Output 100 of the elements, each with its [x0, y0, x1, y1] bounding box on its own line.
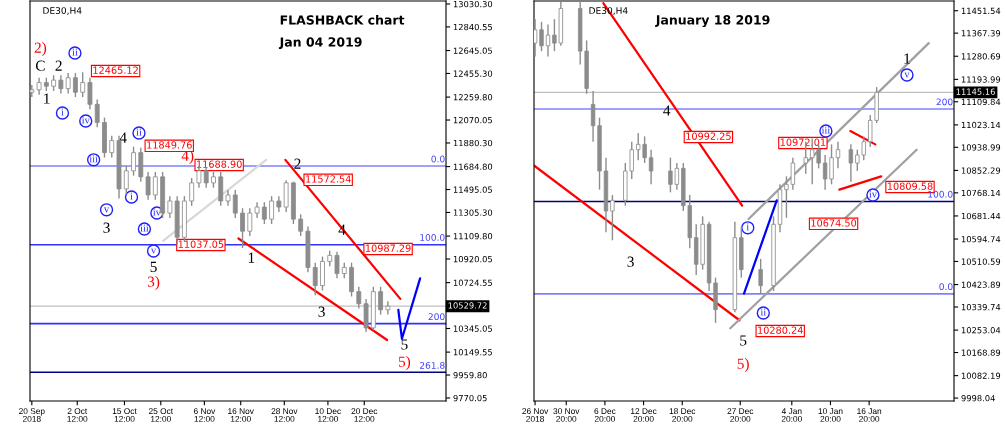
- y-tick-label: 9770.05: [453, 394, 487, 402]
- candlestick: [189, 177, 195, 207]
- annotation: 261.8: [419, 362, 445, 369]
- candlestick: [109, 135, 115, 159]
- annotation: 1: [248, 252, 255, 263]
- candlestick: [65, 72, 71, 95]
- x-tick-label: 6 Nov 12:00: [193, 408, 216, 422]
- y-tick-label: 10510.59: [961, 258, 1001, 265]
- annotation: iii: [821, 126, 831, 134]
- annotation: 2): [34, 42, 47, 56]
- y-tick-label: 11451.54: [961, 7, 1001, 14]
- annotation: 5): [398, 356, 411, 370]
- annotation: iv: [153, 208, 161, 216]
- y-tick-label: 10920.05: [453, 255, 492, 263]
- x-tick-label: 18 Dec 20:00: [669, 408, 696, 422]
- candlestick: [378, 286, 384, 316]
- x-tick-label: 16 Nov 12:00: [228, 408, 254, 422]
- annotation: v: [904, 72, 910, 78]
- candlestick: [848, 143, 854, 183]
- annotation: 200: [936, 98, 953, 106]
- x-tick-label: 25 Oct 12:00: [148, 408, 174, 422]
- y-tick-label: 11023.14: [961, 121, 1001, 129]
- annotation: 3: [627, 256, 634, 267]
- y-tick-label: 12259.80: [453, 94, 493, 101]
- text: FLASHBACK chart: [280, 15, 405, 25]
- annotation: 4: [663, 105, 671, 116]
- annotation: 11688.90: [197, 160, 242, 168]
- y-tick-label: 11280.69: [961, 53, 1001, 60]
- y-tick-label: 11193.99: [961, 76, 1001, 83]
- candlestick: [385, 300, 391, 316]
- candlestick: [835, 141, 841, 170]
- annotation: 0.0: [431, 155, 445, 163]
- annotation: 10674.50: [811, 219, 857, 227]
- y-tick-label: 9959.80: [453, 372, 487, 379]
- annotation: 1: [904, 53, 910, 64]
- annotation: 2: [294, 158, 301, 169]
- x-tick-label: 15 Oct 12:00: [112, 408, 137, 422]
- annotation: i: [61, 108, 64, 116]
- candlestick: [334, 251, 340, 280]
- x-tick-label: 27 Dec 20:00: [727, 408, 754, 422]
- annotation: 5): [737, 358, 749, 372]
- annotation: ii: [72, 48, 78, 56]
- x-tick-label: 28 Nov 12:00: [271, 408, 298, 422]
- y-tick-label: 11109.84: [961, 98, 1001, 106]
- annotation: 100.0: [928, 190, 953, 198]
- candlestick: [240, 207, 245, 249]
- annotation: 10987.29: [365, 244, 411, 252]
- candlestick: [80, 71, 86, 98]
- y-tick-label: 11305.30: [453, 209, 493, 216]
- x-tick-label: 26 Nov 2018: [522, 408, 549, 422]
- candlestick: [203, 166, 209, 189]
- y-tick-label: 10253.04: [961, 327, 1001, 334]
- annotation: 5: [150, 261, 157, 273]
- annotation: ii: [760, 308, 767, 316]
- annotation: 11037.05: [178, 240, 224, 248]
- x-tick-label: 30 Nov 20:00: [553, 408, 580, 422]
- annotation: 3: [318, 306, 325, 317]
- annotation: 10992.25: [686, 132, 731, 140]
- annotation: iii: [89, 155, 98, 163]
- x-tick-label: 6 Dec 20:00: [594, 408, 616, 422]
- candlestick: [73, 72, 78, 98]
- y-tick-label: 11495.05: [453, 186, 492, 193]
- y-tick-label: 10168.89: [961, 349, 1001, 356]
- annotation: 3): [147, 276, 160, 290]
- y-tick-label: 10082.19: [961, 372, 1001, 379]
- y-tick-label: 12070.05: [453, 117, 492, 124]
- annotation: 0.0: [939, 283, 953, 291]
- candlestick: [87, 77, 93, 110]
- annotation: i: [130, 192, 133, 200]
- candlestick: [298, 213, 304, 237]
- x-tick-label: 4 Jan 20:00: [781, 408, 802, 422]
- x-tick-label: 20 Sep 2018: [19, 408, 45, 422]
- candlestick: [261, 201, 267, 225]
- candlestick: [145, 171, 151, 201]
- annotation: iv: [869, 190, 877, 198]
- annotation: v: [150, 248, 157, 254]
- y-tick-label: 12455.30: [453, 70, 493, 77]
- ref-line-label: 10529.72: [448, 302, 487, 309]
- candlestick: [539, 21, 544, 52]
- annotation: i: [746, 223, 750, 231]
- candlestick: [247, 207, 253, 237]
- annotation: DE30,H4: [43, 7, 82, 15]
- y-tick-label: 10345.05: [453, 325, 492, 332]
- candlestick: [269, 195, 275, 225]
- candlestick: [152, 171, 158, 201]
- annotation: 4: [119, 132, 127, 143]
- x-tick-label: 16 Jan 20:00: [857, 408, 882, 422]
- x-tick-label: 12 Dec 20:00: [631, 408, 657, 422]
- y-tick-label: 10339.74: [961, 303, 1001, 311]
- y-tick-label: 10149.55: [453, 349, 492, 356]
- y-tick-label: 10938.99: [961, 144, 1001, 151]
- y-tick-label: 10724.55: [453, 279, 492, 286]
- annotation: C: [35, 60, 45, 71]
- y-tick-label: 9998.04: [961, 395, 995, 402]
- annotation: 11849.76: [147, 141, 192, 149]
- x-tick-label: 10 Dec 12:00: [315, 408, 341, 422]
- candlestick: [356, 286, 362, 310]
- ref-line-label: 11145.16: [956, 88, 995, 95]
- annotation: 1: [44, 93, 50, 104]
- y-tick-label: 11684.80: [453, 163, 493, 170]
